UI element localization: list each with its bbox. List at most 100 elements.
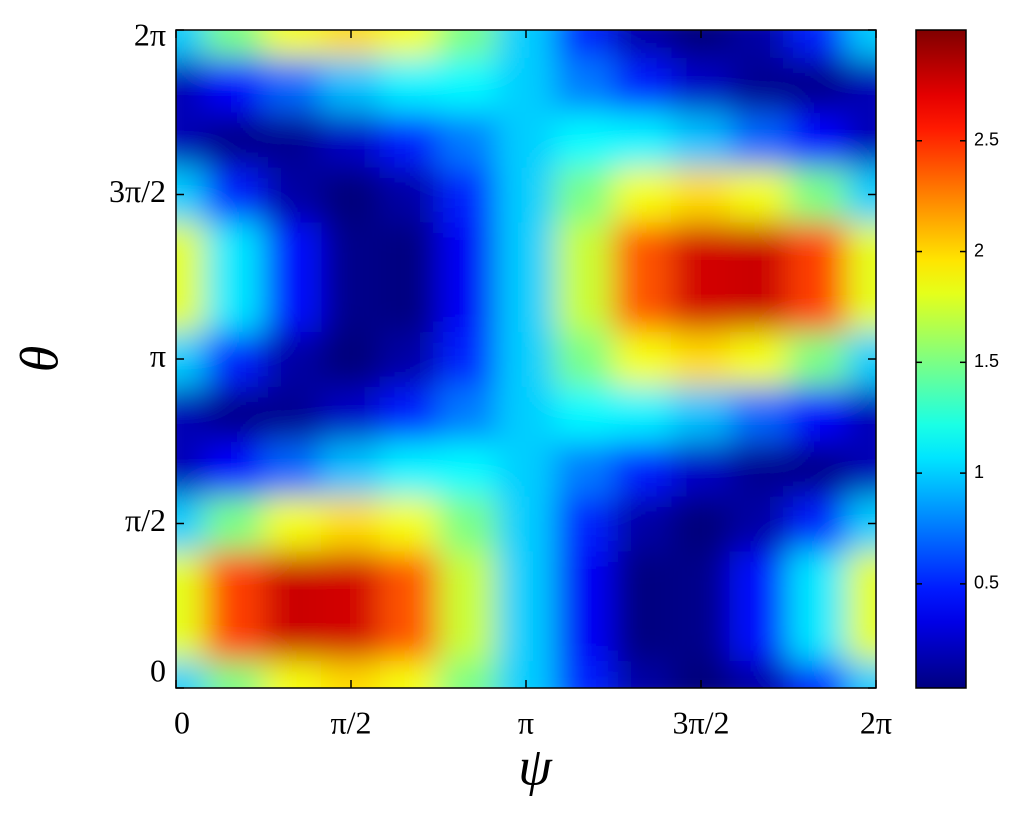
heatmap-cell: [729, 550, 789, 607]
y-tick-label: π: [150, 337, 166, 373]
heatmap-cell: [263, 605, 323, 662]
heatmap-cell: [438, 111, 498, 168]
heatmap-cell: [379, 276, 439, 333]
heatmap-cell: [846, 660, 876, 688]
heatmap-cell: [263, 30, 323, 58]
heatmap-cell: [321, 385, 381, 442]
heatmap-cell: [846, 550, 876, 607]
heatmap-cell: [613, 111, 673, 168]
heatmap-cell: [671, 331, 731, 387]
heatmap-cell: [321, 276, 381, 333]
heatmap-cell: [554, 331, 614, 387]
heatmap-cell: [438, 440, 498, 497]
heatmap-cell: [204, 276, 264, 333]
heatmap-cell: [496, 495, 556, 552]
heatmap-cell: [176, 221, 206, 278]
heatmap-cell: [263, 166, 323, 223]
heatmap-cell: [729, 111, 789, 168]
heatmap-cell: [379, 166, 439, 223]
heatmap-cell: [496, 331, 556, 387]
heatmap-cell: [263, 331, 323, 387]
heatmap-cell: [321, 56, 381, 113]
heatmap-cell: [496, 111, 556, 168]
heatmap-cell: [613, 56, 673, 113]
heatmap-cell: [204, 56, 264, 113]
y-tick-label: 0: [150, 652, 166, 688]
heatmap-cell: [554, 495, 614, 552]
heatmap-cell: [671, 605, 731, 662]
heatmap-cell: [729, 276, 789, 333]
heatmap-cell: [554, 111, 614, 168]
y-tick-label: 3π/2: [109, 173, 166, 209]
heatmap-cell: [613, 495, 673, 552]
heatmap-cell: [788, 331, 848, 387]
heatmap-cell: [321, 605, 381, 662]
heatmap-cell: [788, 56, 848, 113]
heatmap-cell: [496, 166, 556, 223]
heatmap-cell: [613, 276, 673, 333]
heatmap-cell: [554, 166, 614, 223]
heatmap-cell: [788, 276, 848, 333]
heatmap-cell: [379, 56, 439, 113]
heatmap-cell: [613, 221, 673, 278]
heatmap-cell: [263, 660, 323, 688]
heatmap-cell: [263, 385, 323, 442]
heatmap-cell: [263, 495, 323, 552]
heatmap-cell: [613, 605, 673, 662]
y-axis-label: θ: [9, 346, 69, 373]
heatmap-cell: [176, 550, 206, 607]
heatmap-cell: [729, 440, 789, 497]
heatmap-cell: [176, 385, 206, 442]
heatmap-cell: [379, 331, 439, 387]
heatmap-cell: [671, 56, 731, 113]
heatmap-cell: [496, 56, 556, 113]
heatmap-cell: [379, 495, 439, 552]
heatmap-cell: [671, 440, 731, 497]
heatmap-cell: [204, 30, 264, 58]
heatmap-cell: [263, 440, 323, 497]
heatmap-cell: [671, 111, 731, 168]
colorbar-tick-label: 2: [974, 240, 984, 260]
heatmap-cell: [438, 495, 498, 552]
heatmap-cell: [438, 30, 498, 58]
heatmap-cell: [788, 111, 848, 168]
heatmap-cell: [176, 440, 206, 497]
heatmap-cell: [788, 166, 848, 223]
heatmap-cell: [438, 331, 498, 387]
heatmap-cell: [438, 605, 498, 662]
heatmap-cell: [788, 495, 848, 552]
heatmap-cell: [846, 56, 876, 113]
heatmap-cell: [263, 111, 323, 168]
heatmap-cell: [176, 111, 206, 168]
heatmap-cell: [554, 30, 614, 58]
heatmap-cell: [438, 276, 498, 333]
y-tick-label: π/2: [125, 502, 166, 538]
heatmap-cell: [204, 166, 264, 223]
heatmap-cell: [846, 385, 876, 442]
heatmap-cell: [554, 221, 614, 278]
heatmap-cell: [379, 111, 439, 168]
heatmap-cell: [671, 550, 731, 607]
heatmap-cell: [321, 111, 381, 168]
x-tick-label: 0: [174, 704, 190, 740]
heatmap-cell: [613, 550, 673, 607]
heatmap-cell: [729, 385, 789, 442]
heatmap-cell: [204, 660, 264, 688]
colorbar-tick-label: 1.5: [974, 351, 999, 371]
heatmap-cell: [204, 111, 264, 168]
heatmap-cell: [321, 550, 381, 607]
heatmap-cell: [204, 550, 264, 607]
heatmap-cell: [176, 30, 206, 58]
heatmap-cell: [554, 276, 614, 333]
heatmap-cell: [846, 605, 876, 662]
heatmap-cell: [321, 440, 381, 497]
heatmap-cell: [613, 30, 673, 58]
heatmap-cell: [846, 221, 876, 278]
heatmap-cell: [729, 495, 789, 552]
heatmap-cell: [204, 605, 264, 662]
heatmap-cell: [729, 30, 789, 58]
heatmap-cell: [554, 550, 614, 607]
heatmap: [176, 30, 876, 688]
heatmap-cell: [788, 385, 848, 442]
